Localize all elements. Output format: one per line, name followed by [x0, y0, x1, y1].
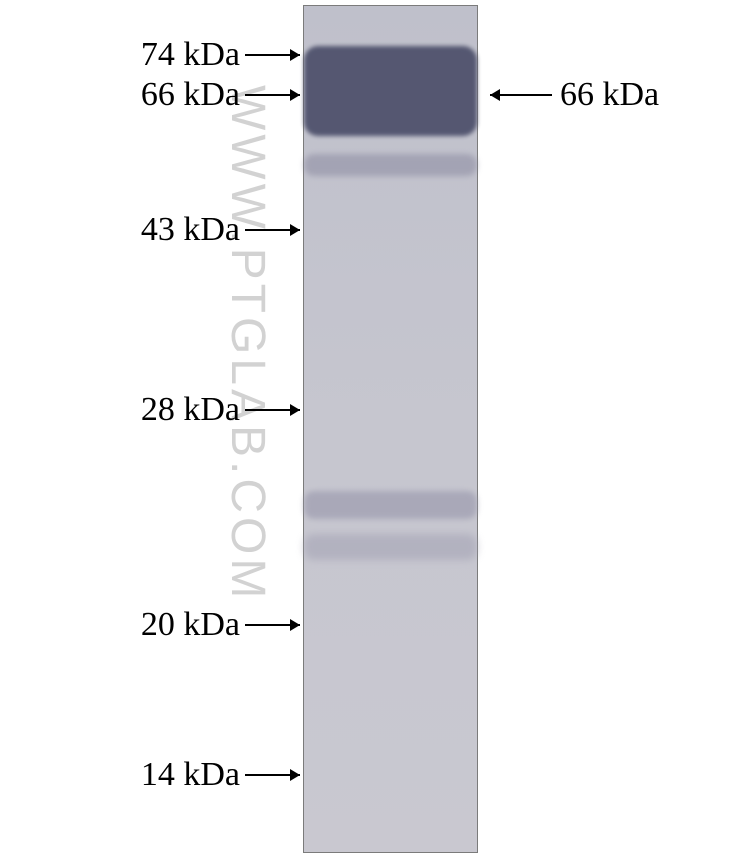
mw-marker-label: 20 kDa: [141, 606, 240, 644]
target-band-label: 66 kDa: [560, 76, 659, 114]
arrow-icon: [245, 43, 300, 67]
arrow-icon: [245, 763, 300, 787]
mw-marker-label: 43 kDa: [141, 211, 240, 249]
mw-marker-label: 66 kDa: [141, 76, 240, 114]
sds-page-gel-figure: WWW.PTGLAB.COM 74 kDa66 kDa43 kDa28 kDa2…: [0, 0, 740, 860]
protein-band: [304, 534, 477, 560]
arrow-icon: [245, 398, 300, 422]
protein-band: [304, 154, 477, 176]
arrow-icon: [490, 83, 552, 107]
protein-band: [304, 491, 477, 519]
gel-lane: [303, 5, 478, 853]
arrow-icon: [245, 218, 300, 242]
mw-marker-label: 14 kDa: [141, 756, 240, 794]
protein-band: [304, 46, 477, 136]
mw-marker-label: 28 kDa: [141, 391, 240, 429]
arrow-icon: [245, 613, 300, 637]
arrow-icon: [245, 83, 300, 107]
mw-marker-label: 74 kDa: [141, 36, 240, 74]
